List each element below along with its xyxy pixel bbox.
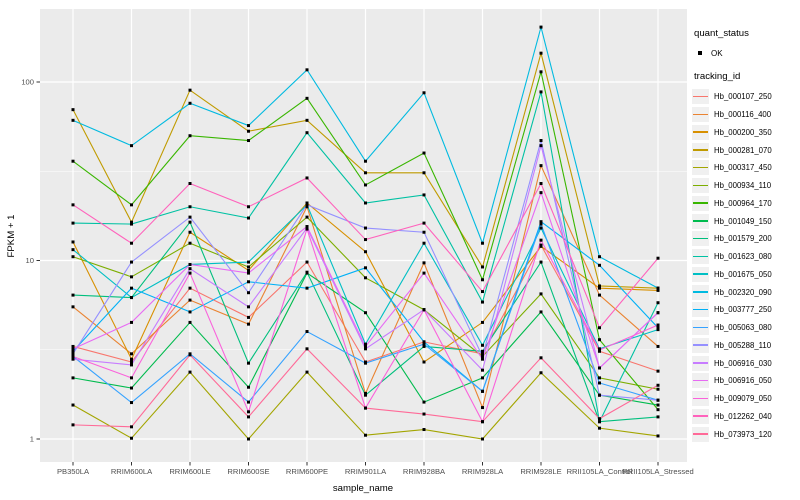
data-points <box>71 25 660 441</box>
legend-item-label: Hb_002320_090 <box>714 287 772 297</box>
line-swatch-icon <box>692 178 709 194</box>
line-swatch-icon <box>692 195 709 211</box>
svg-text:RRII105LA_Stressed: RRII105LA_Stressed <box>622 467 693 476</box>
svg-text:PB350LA: PB350LA <box>57 467 90 476</box>
line-swatch-icon <box>692 373 709 389</box>
legend-item-Hb_009079_050: Hb_009079_050 <box>692 390 798 408</box>
svg-text:RRIM600PE: RRIM600PE <box>286 467 328 476</box>
legend-item-Hb_012262_040: Hb_012262_040 <box>692 408 798 426</box>
axis-tick-marks <box>36 81 659 466</box>
x-axis-tick-labels: PB350LA RRIM600LA RRIM600LE RRIM600SE RRIM60… <box>57 467 694 476</box>
legend-item-label: Hb_000281_070 <box>714 145 772 155</box>
line-swatch-icon <box>692 355 709 371</box>
legend-item-label: Hb_073973_120 <box>714 429 772 439</box>
x-axis-title: sample_name <box>333 483 393 494</box>
line-swatch-icon <box>692 142 709 158</box>
legend: quant_status OK tracking_id Hb_000107_25… <box>692 28 798 443</box>
line-swatch-icon <box>692 213 709 229</box>
black-point-icon <box>698 51 702 55</box>
svg-text:RRII105LA_Control: RRII105LA_Control <box>567 467 633 476</box>
legend-item-label: Hb_000964_170 <box>714 198 772 208</box>
legend-item-Hb_000116_400: Hb_000116_400 <box>692 106 798 124</box>
svg-text:RRIM928LE: RRIM928LE <box>520 467 561 476</box>
legend-item-label: Hb_012262_040 <box>714 411 772 421</box>
legend-item-label: Hb_000107_250 <box>714 92 772 102</box>
legend-item-label: Hb_003777_250 <box>714 305 772 315</box>
line-swatch-icon <box>692 408 709 424</box>
line-swatch-icon <box>692 107 709 123</box>
legend-item-label: Hb_001623_080 <box>714 252 772 262</box>
legend-item-label: Hb_000200_350 <box>714 127 772 137</box>
legend-item-Hb_003777_250: Hb_003777_250 <box>692 301 798 319</box>
line-swatch-icon <box>692 266 709 282</box>
legend-item-Hb_000281_070: Hb_000281_070 <box>692 141 798 159</box>
legend-item-label: OK <box>711 48 723 58</box>
svg-text:RRIM600SE: RRIM600SE <box>227 467 269 476</box>
legend-item-label: Hb_001675_050 <box>714 269 772 279</box>
svg-text:100: 100 <box>21 78 34 87</box>
legend-item-label: Hb_001579_200 <box>714 234 772 244</box>
legend-item-Hb_005288_110: Hb_005288_110 <box>692 337 798 355</box>
svg-text:1: 1 <box>30 435 34 444</box>
legend-item-label: Hb_005063_080 <box>714 323 772 333</box>
svg-text:RRIM928BA: RRIM928BA <box>403 467 446 476</box>
legend-title-tracking-id: tracking_id <box>694 71 741 82</box>
legend-item-Hb_001579_200: Hb_001579_200 <box>692 230 798 248</box>
legend-item-label: Hb_000116_400 <box>714 110 772 120</box>
legend-item-Hb_001623_080: Hb_001623_080 <box>692 248 798 266</box>
legend-item-label: Hb_001049_150 <box>714 216 772 226</box>
line-swatch-icon <box>692 89 709 105</box>
line-swatch-icon <box>692 160 709 176</box>
svg-text:RRIM600LE: RRIM600LE <box>169 467 210 476</box>
legend-item-label: Hb_006916_050 <box>714 376 772 386</box>
legend-item-Hb_000200_350: Hb_000200_350 <box>692 124 798 142</box>
legend-item-Hb_001049_150: Hb_001049_150 <box>692 212 798 230</box>
legend-item-Hb_006916_030: Hb_006916_030 <box>692 354 798 372</box>
legend-item-Hb_005063_080: Hb_005063_080 <box>692 319 798 337</box>
legend-item-Hb_000317_450: Hb_000317_450 <box>692 159 798 177</box>
line-swatch-icon <box>692 320 709 336</box>
legend-title-quant-status: quant_status <box>694 28 749 39</box>
tracking-id-legend-items: Hb_000107_250 Hb_000116_400 Hb_000200_350 H… <box>692 88 798 443</box>
legend-item-label: Hb_006916_030 <box>714 358 772 368</box>
legend-item-Hb_000107_250: Hb_000107_250 <box>692 88 798 106</box>
svg-text:10: 10 <box>26 256 34 265</box>
y-axis-tick-labels: 1 10 100 <box>21 78 34 444</box>
line-swatch-icon <box>692 249 709 265</box>
legend-item-label: Hb_009079_050 <box>714 394 772 404</box>
legend-item-Hb_000934_110: Hb_000934_110 <box>692 177 798 195</box>
line-swatch-icon <box>692 302 709 318</box>
legend-item-Hb_001675_050: Hb_001675_050 <box>692 266 798 284</box>
legend-item-Hb_006916_050: Hb_006916_050 <box>692 372 798 390</box>
line-swatch-icon <box>692 231 709 247</box>
legend-item-Hb_073973_120: Hb_073973_120 <box>692 425 798 443</box>
y-axis-title: FPKM + 1 <box>6 215 17 258</box>
line-swatch-icon <box>692 391 709 407</box>
line-swatch-icon <box>692 124 709 140</box>
line-swatch-icon <box>692 284 709 300</box>
major-gridlines <box>40 9 687 462</box>
legend-item-label: Hb_005288_110 <box>714 340 772 350</box>
line-swatch-icon <box>692 426 709 442</box>
legend-item-Hb_002320_090: Hb_002320_090 <box>692 283 798 301</box>
svg-text:RRIM600LA: RRIM600LA <box>111 467 153 476</box>
legend-item-ok: OK <box>694 45 798 61</box>
legend-item-label: Hb_000317_450 <box>714 163 772 173</box>
line-swatch-icon <box>692 337 709 353</box>
legend-item-label: Hb_000934_110 <box>714 181 772 191</box>
legend-item-Hb_000964_170: Hb_000964_170 <box>692 195 798 213</box>
svg-text:RRIM928LA: RRIM928LA <box>462 467 504 476</box>
svg-text:RRIM901LA: RRIM901LA <box>345 467 387 476</box>
